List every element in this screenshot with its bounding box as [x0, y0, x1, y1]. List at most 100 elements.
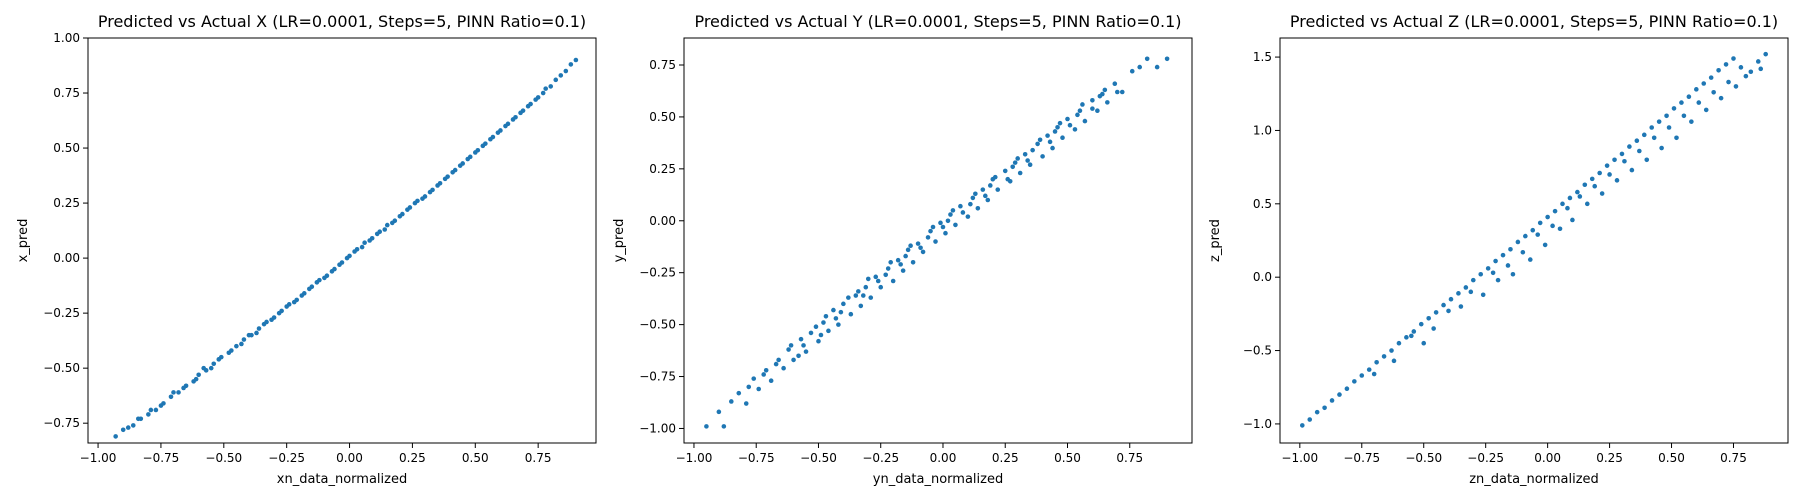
- data-point: [158, 403, 164, 408]
- data-point: [1651, 135, 1657, 141]
- data-point: [1575, 189, 1580, 195]
- data-point: [1644, 157, 1650, 163]
- data-point: [803, 349, 809, 354]
- data-point: [818, 332, 824, 338]
- data-point: [307, 286, 312, 292]
- data-point: [823, 314, 829, 319]
- data-point: [1144, 56, 1150, 62]
- data-point: [1659, 145, 1664, 151]
- data-point: [846, 295, 851, 300]
- data-point: [838, 309, 844, 315]
- data-point: [1738, 65, 1744, 70]
- data-point: [1641, 132, 1647, 138]
- data-point: [1718, 95, 1724, 101]
- data-point: [1164, 56, 1170, 62]
- data-point: [1733, 84, 1739, 89]
- x-tick-label: 0.00: [336, 451, 363, 465]
- data-point: [968, 201, 973, 207]
- data-point: [553, 77, 559, 83]
- x-axis-label-y: yn_data_normalized: [873, 472, 1003, 487]
- data-point: [1679, 100, 1684, 105]
- data-point: [816, 338, 821, 344]
- data-point: [848, 311, 854, 317]
- data-point: [1515, 239, 1521, 245]
- y-tick-label: 0.00: [649, 214, 676, 228]
- data-point: [525, 103, 531, 109]
- data-point: [1493, 258, 1498, 264]
- chart-title-y: Predicted vs Actual Y (LR=0.0001, Steps=…: [694, 12, 1181, 31]
- data-point: [890, 278, 896, 284]
- data-point: [1105, 100, 1110, 105]
- data-point: [873, 274, 879, 280]
- data-point: [136, 416, 141, 422]
- data-point: [1495, 277, 1501, 283]
- data-point: [1711, 89, 1716, 95]
- data-point: [930, 224, 936, 230]
- data-point: [1035, 141, 1040, 147]
- data-point: [1592, 183, 1598, 189]
- data-point: [1508, 247, 1513, 252]
- data-point: [983, 193, 988, 199]
- data-point: [1708, 75, 1714, 80]
- data-point: [337, 262, 342, 268]
- data-point: [1017, 170, 1023, 176]
- data-point: [928, 228, 933, 234]
- y-tick-label: −0.5: [1243, 344, 1272, 358]
- data-point: [1523, 233, 1528, 239]
- data-point: [895, 257, 901, 263]
- data-point: [1090, 106, 1095, 111]
- data-point: [948, 212, 953, 217]
- data-point: [1027, 162, 1033, 167]
- data-point: [1307, 417, 1313, 422]
- data-point: [208, 365, 214, 371]
- data-point: [903, 253, 908, 259]
- data-point: [920, 249, 926, 255]
- data-point: [1446, 308, 1451, 314]
- data-point: [435, 183, 440, 188]
- data-point: [1374, 359, 1379, 365]
- data-point: [768, 378, 774, 383]
- data-point: [397, 213, 403, 219]
- scatter-points-x: [113, 57, 579, 439]
- data-point: [362, 240, 367, 245]
- data-point: [1404, 335, 1409, 340]
- data-point: [1557, 226, 1563, 232]
- x-tick-label: 0.75: [1720, 451, 1747, 465]
- chart-y: Predicted vs Actual Y (LR=0.0001, Steps=…: [612, 12, 1193, 487]
- data-point: [181, 385, 186, 391]
- data-point: [883, 272, 889, 278]
- data-point: [933, 239, 938, 244]
- x-tick-label: 0.75: [525, 451, 552, 465]
- data-point: [1731, 56, 1736, 61]
- data-point: [1681, 113, 1687, 119]
- data-point: [1072, 127, 1078, 132]
- data-point: [201, 365, 206, 371]
- y-tick-label: 1.0: [1253, 123, 1272, 137]
- data-point: [743, 401, 749, 406]
- data-point: [798, 336, 804, 342]
- x-tick-label: −1.00: [1281, 451, 1318, 465]
- data-point: [958, 203, 963, 209]
- data-point: [1743, 73, 1749, 79]
- y-tick-label: 0.00: [53, 251, 80, 265]
- x-tick-label: −1.00: [80, 451, 117, 465]
- data-point: [704, 424, 709, 429]
- data-point: [1381, 354, 1387, 359]
- data-point: [314, 280, 320, 285]
- data-point: [1570, 217, 1575, 223]
- data-point: [1649, 125, 1655, 130]
- data-point: [1060, 135, 1065, 140]
- data-point: [751, 376, 757, 381]
- data-point: [344, 255, 350, 261]
- data-point: [1441, 302, 1446, 308]
- data-point: [1002, 168, 1008, 174]
- data-point: [1537, 220, 1543, 226]
- data-point: [1703, 107, 1709, 113]
- data-point: [1634, 138, 1640, 144]
- data-point: [1622, 158, 1627, 164]
- data-point: [382, 227, 388, 232]
- data-point: [995, 187, 1001, 192]
- data-point: [1619, 151, 1625, 157]
- data-point: [1371, 371, 1377, 377]
- y-tick-label: 1.5: [1253, 50, 1272, 64]
